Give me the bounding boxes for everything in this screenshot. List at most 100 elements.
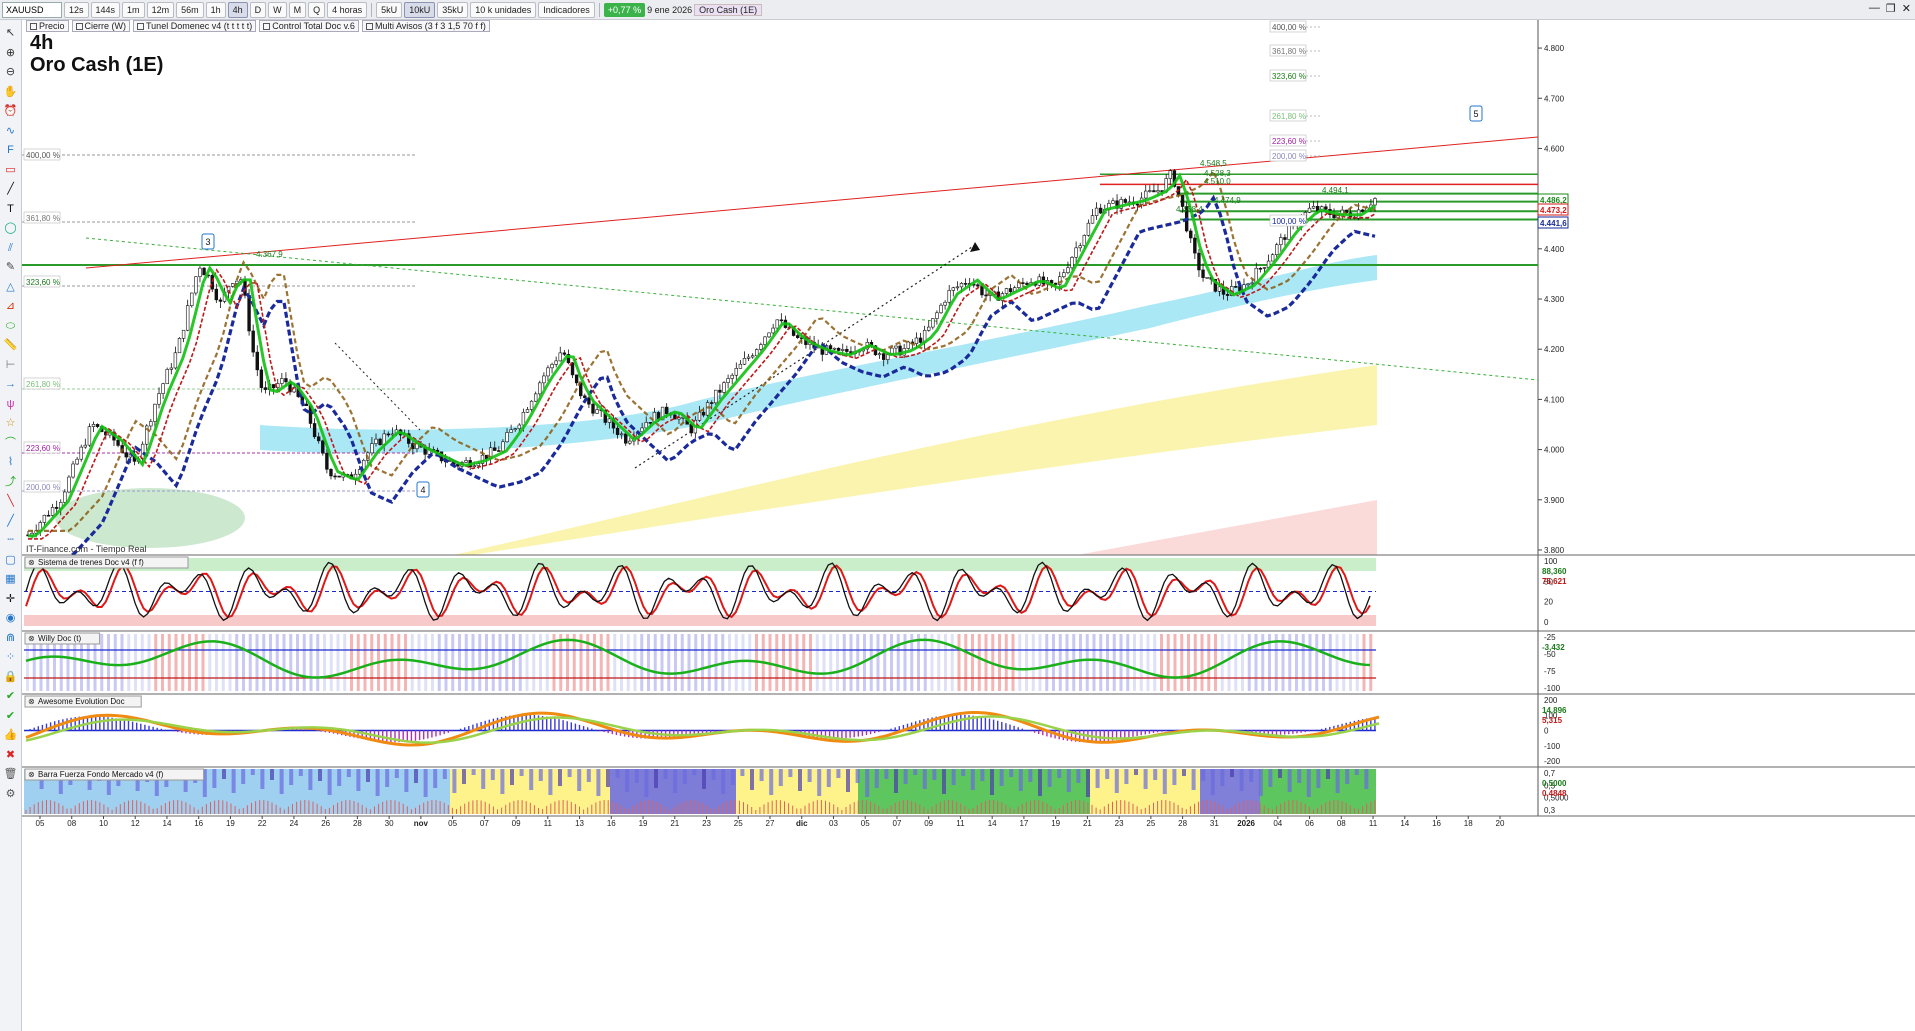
close-icon[interactable]: ✕ (1901, 3, 1911, 15)
timeframe-button[interactable]: 12s (64, 1, 89, 18)
arrow-icon[interactable]: → (5, 378, 16, 390)
candle-body (1066, 267, 1070, 273)
line-blue-icon[interactable]: ╱ (7, 514, 14, 527)
zoom-out-icon[interactable]: ⊖ (5, 66, 16, 78)
candle-body (177, 337, 182, 354)
candle-body (587, 397, 591, 405)
force-bar (1028, 769, 1033, 782)
settings-icon[interactable]: ⚙ (5, 787, 16, 800)
willy-bar (66, 634, 70, 691)
candle-body (1373, 198, 1377, 206)
text-icon[interactable]: T (7, 202, 14, 215)
elliott-icon[interactable]: ⌇ (7, 456, 14, 468)
timeframe-button[interactable]: 56m (176, 1, 204, 18)
candle-body (316, 436, 321, 442)
line-icon[interactable]: ╱ (7, 183, 14, 195)
panel-scale-label: 0,5 (1544, 781, 1556, 790)
star-icon[interactable]: ☆ (5, 417, 16, 429)
panel-title[interactable]: ⊗ Sistema de trenes Doc v4 (f f) (24, 556, 189, 569)
checkbox-icon[interactable] (137, 23, 145, 30)
lock-icon[interactable]: 🔒 (3, 670, 18, 683)
channel-icon[interactable]: ⫽ (8, 241, 13, 254)
indicator-chip[interactable]: Cierre (W) (71, 20, 131, 32)
triangle-icon[interactable]: △ (6, 280, 15, 293)
force-bar (1162, 769, 1167, 794)
willy-bar (59, 634, 63, 691)
timeframe-button[interactable]: 12m (146, 1, 175, 18)
magnet-icon[interactable]: ⋒ (5, 631, 16, 644)
units-dropdown[interactable]: 10 k unidades (470, 1, 537, 18)
willy-bar (471, 634, 475, 691)
indicator-chip[interactable]: Control Total Doc v.6 (259, 20, 359, 32)
path-icon[interactable]: ⤴ (5, 475, 16, 488)
indicator-chip[interactable]: Multi Avisos (3 f 3 1,5 70 f f) (361, 20, 490, 32)
hand-icon[interactable]: ✋ (3, 85, 18, 98)
checkbox-icon[interactable] (365, 23, 373, 30)
restore-icon[interactable]: ❐ (1885, 3, 1896, 15)
date-tick-label: 2026 (1237, 819, 1255, 828)
symbol-input[interactable] (2, 1, 62, 18)
dots-icon[interactable]: ⁘ (5, 651, 16, 663)
willy-bar (188, 634, 191, 691)
indicator-chip[interactable]: Tunel Domenec v4 (t t t t t) (133, 20, 257, 32)
rect-icon[interactable]: ▭ (5, 163, 16, 176)
candle-body (513, 428, 517, 431)
thumb-icon[interactable]: 👍 (3, 729, 18, 741)
wave-icon[interactable]: ∿ (5, 124, 16, 137)
cursor-icon[interactable]: ↖ (5, 27, 16, 39)
period-dropdown[interactable]: 4 horas (327, 1, 368, 18)
timeframe-button[interactable]: 144s (90, 1, 121, 18)
minimize-icon[interactable]: — (1868, 2, 1880, 14)
checkbox-icon[interactable] (30, 23, 37, 30)
panel-title[interactable]: ⊗ Barra Fuerza Fondo Mercado v4 (f) (24, 768, 205, 781)
timeframe-button[interactable]: D (249, 1, 267, 18)
dash-icon[interactable]: ┄ (7, 534, 14, 546)
candle-body (1193, 237, 1197, 254)
crosshair-icon[interactable]: ✛ (5, 592, 16, 605)
delete-icon[interactable]: ✖ (5, 748, 16, 761)
indicator-chip[interactable]: Precio (26, 20, 69, 32)
timeframe-button[interactable]: W (268, 1, 287, 18)
timeframe-button[interactable]: 1m (122, 1, 145, 18)
candle-body (1332, 214, 1336, 219)
indicators-dropdown[interactable]: Indicadores (538, 1, 595, 18)
checkbox-icon[interactable] (75, 23, 83, 30)
timeframe-button[interactable]: Q (308, 1, 326, 18)
box-icon[interactable]: ▢ (5, 553, 16, 566)
panel-scale-label: 0 (1544, 618, 1549, 627)
checkbox-icon[interactable] (263, 23, 271, 30)
timeframe-button[interactable]: 1h (205, 1, 226, 18)
unit-button[interactable]: 35kU (437, 1, 469, 18)
panel-scale-label: -200 (1544, 757, 1561, 766)
pen-icon[interactable]: ✎ (5, 261, 16, 273)
panel-title[interactable]: ⊗ Willy Doc (t) (24, 632, 101, 645)
date-tick-label: 14 (163, 819, 172, 828)
zoom-icon[interactable]: ⊕ (5, 46, 16, 59)
timeframe-button[interactable]: 4h (227, 1, 248, 18)
grid-icon[interactable]: ▦ (5, 573, 16, 585)
arc-icon[interactable]: ⌒ (5, 436, 16, 449)
unit-button[interactable]: 10kU (404, 1, 436, 18)
willy-bar (1328, 634, 1332, 691)
circle-icon[interactable]: ◯ (4, 222, 17, 234)
alarm-icon[interactable]: ⏰ (3, 105, 18, 117)
force-bar (289, 769, 294, 785)
timeframe-button[interactable]: M (288, 1, 307, 18)
fib-icon[interactable]: F (7, 144, 14, 156)
line-red-icon[interactable]: ╲ (7, 495, 14, 507)
ellipse-icon[interactable]: ⬭ (5, 319, 16, 332)
pitchfork-icon[interactable]: ψ (6, 397, 15, 410)
check2-icon[interactable]: ✔ (5, 709, 16, 722)
check-icon[interactable]: ✔ (5, 690, 16, 702)
force-bar (740, 769, 745, 776)
panel-title[interactable]: ⊗ Awesome Evolution Doc (24, 695, 142, 708)
willy-bar (1072, 634, 1076, 691)
eye-icon[interactable]: ◉ (5, 612, 16, 624)
unit-button[interactable]: 5kU (376, 1, 403, 18)
trash-icon[interactable]: 🗑 (3, 768, 18, 780)
candle-body (980, 285, 984, 296)
fib-fan-icon[interactable]: ⊿ (5, 300, 16, 312)
measure-icon[interactable]: ⊢ (5, 358, 16, 371)
ruler-icon[interactable]: 📏 (3, 339, 18, 351)
